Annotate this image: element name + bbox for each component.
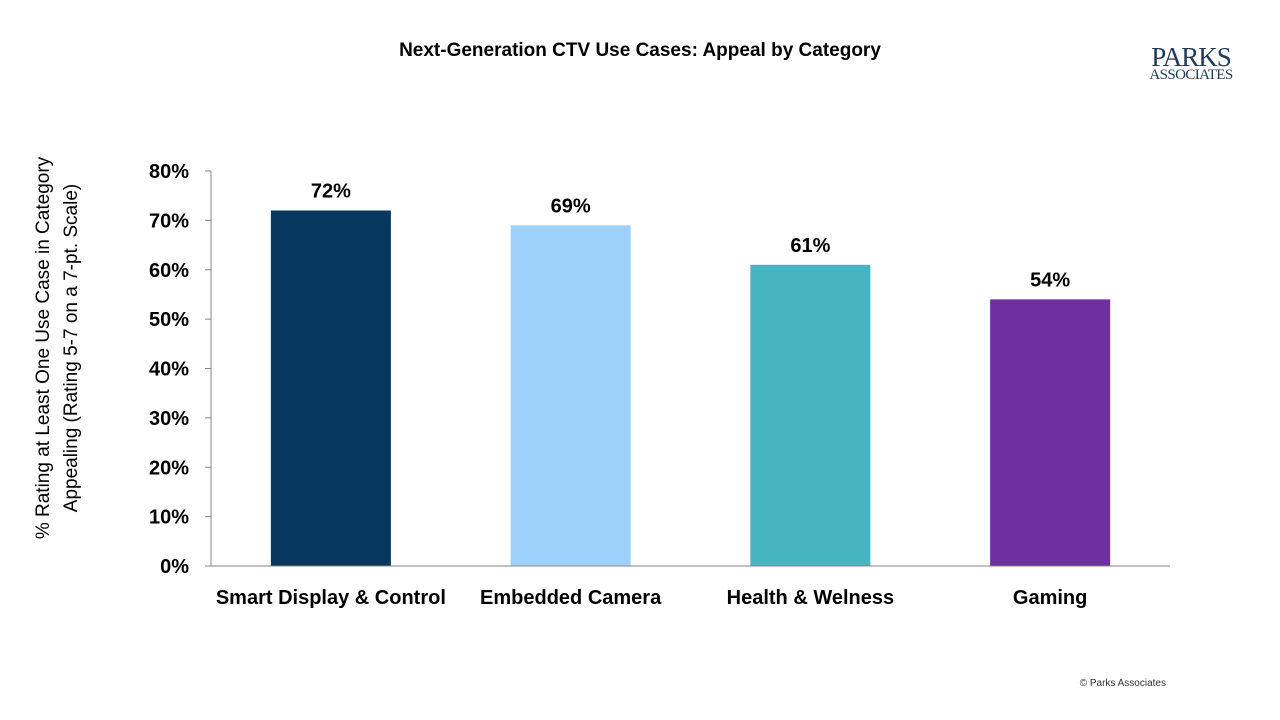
y-axis-title: % Rating at Least One Use Case in Catego… [33,156,82,539]
bar [510,225,631,566]
y-axis-ticks: 0% 10% 20% 30% 40% 50% 60% 70% 80% [149,161,211,578]
copyright-notice: © Parks Associates [1079,678,1166,689]
logo-line-1: PARKS [1151,42,1232,72]
x-tick-label: Health & Welness [727,587,894,609]
bar-value-label: 61% [790,235,830,257]
value-labels: 72% 69% 61% 54% [311,181,1070,292]
bar [750,264,871,566]
y-axis-title-line: % Rating at Least One Use Case in Catego… [33,156,54,539]
y-tick-label: 0% [160,556,189,578]
x-axis-tick-labels: Smart Display & Control Embedded Camera He… [216,587,1088,609]
bar-value-label: 54% [1030,269,1070,291]
bar-value-label: 72% [311,181,351,203]
y-tick-label: 40% [149,359,189,381]
y-tick-label: 70% [149,210,189,232]
y-tick-label: 20% [149,457,189,479]
y-tick-label: 50% [149,309,189,331]
bars [270,210,1111,566]
y-tick-label: 80% [149,161,189,183]
y-tick-label: 10% [149,507,189,529]
y-tick-label: 30% [149,408,189,430]
y-tick-label: 60% [149,260,189,282]
bar [270,210,391,566]
y-axis-title-line: Appealing (Rating 5-7 on a 7-pt. Scale) [61,184,82,512]
parks-associates-logo: PARKS ASSOCIATES [1138,44,1244,83]
chart-title: Next-Generation CTV Use Cases: Appeal by… [399,40,881,61]
bar [990,299,1111,566]
x-tick-label: Embedded Camera [480,587,662,609]
x-tick-label: Smart Display & Control [216,587,446,609]
bar-value-label: 69% [551,195,591,217]
x-tick-label: Gaming [1013,587,1087,609]
logo-line-2: ASSOCIATES [1149,67,1233,83]
